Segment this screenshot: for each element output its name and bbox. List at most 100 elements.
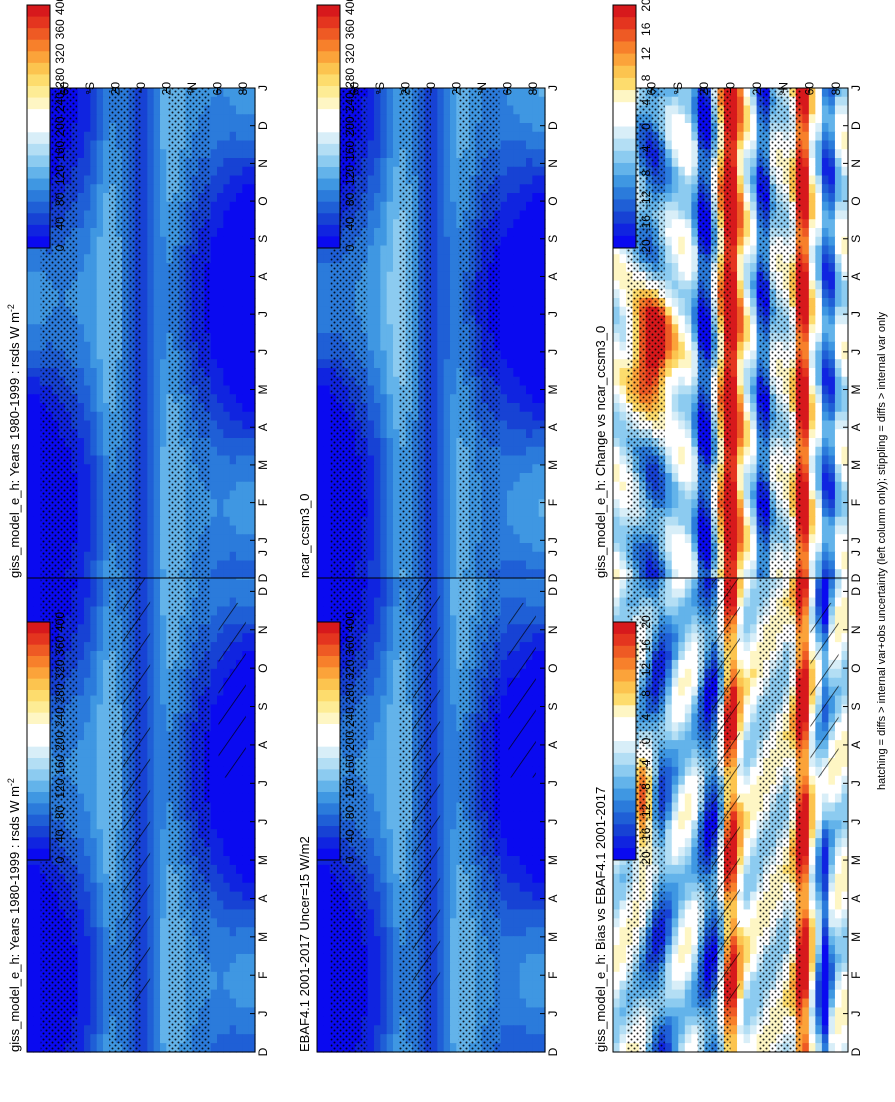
- heatmap-cell: [532, 945, 540, 955]
- heatmap-cell: [437, 962, 445, 973]
- heatmap-cell: [691, 624, 699, 634]
- heatmap-cell: [90, 793, 98, 804]
- heatmap-cell: [223, 579, 231, 590]
- heatmap-cell: [96, 820, 104, 830]
- colorbar-label-rotator: 80: [53, 805, 67, 819]
- heatmap-cell: [500, 909, 508, 919]
- month-label: S: [546, 703, 560, 711]
- heatmap-cell: [743, 588, 751, 599]
- month-label: J: [546, 819, 560, 825]
- heatmap-cell: [526, 936, 533, 946]
- heatmap-cell: [84, 606, 91, 616]
- heatmap-cell: [103, 651, 110, 661]
- heatmap-cell: [526, 588, 533, 599]
- heatmap-cell: [147, 847, 155, 857]
- heatmap-cell: [103, 731, 110, 741]
- heatmap-cell: [96, 936, 104, 946]
- heatmap-cell: [229, 802, 237, 813]
- heatmap-cell: [374, 731, 381, 741]
- heatmap-cell: [671, 606, 679, 616]
- heatmap-cell: [153, 1025, 161, 1035]
- heatmap-cell: [507, 980, 514, 991]
- heatmap-cell: [248, 722, 256, 732]
- heatmap-cell: [103, 713, 110, 723]
- heatmap-cell: [242, 829, 250, 839]
- heatmap-cell: [532, 882, 540, 893]
- heatmap-cell: [90, 606, 98, 616]
- heatmap-cell: [90, 829, 98, 839]
- heatmap-cell: [160, 695, 167, 706]
- heatmap-cell: [147, 820, 155, 830]
- heatmap-cell: [84, 784, 91, 795]
- heatmap-cell: [671, 659, 679, 670]
- heatmap-cell: [821, 597, 830, 608]
- heatmap-cell: [153, 615, 161, 625]
- heatmap-cell: [210, 927, 218, 937]
- heatmap-cell: [532, 597, 540, 608]
- heatmap-cell: [519, 936, 527, 946]
- heatmap-cell: [513, 864, 521, 875]
- heatmap-cell: [380, 1007, 388, 1017]
- heatmap-cell: [323, 998, 331, 1009]
- month-label: S: [256, 703, 270, 711]
- heatmap-cell: [374, 615, 381, 625]
- heatmap-cell: [84, 749, 91, 759]
- heatmap-cell: [437, 891, 445, 902]
- heatmap-cell: [450, 1007, 457, 1017]
- heatmap-cell: [802, 668, 810, 679]
- heatmap-cell: [248, 989, 256, 1000]
- heatmap-cell: [500, 900, 508, 911]
- heatmap-cell: [500, 873, 508, 884]
- heatmap-cell: [386, 624, 394, 634]
- heatmap-cell: [84, 651, 91, 661]
- colorbar-swatch: [317, 667, 340, 680]
- heatmap-cell: [450, 597, 457, 608]
- heatmap-cell: [27, 1034, 34, 1044]
- heatmap-cell: [450, 588, 457, 599]
- heatmap-cell: [223, 793, 231, 804]
- heatmap-cell: [367, 829, 375, 839]
- month-label: N: [546, 625, 560, 634]
- colorbar-tick-label: 320: [343, 659, 357, 679]
- month-label-rotator: J: [546, 819, 560, 825]
- heatmap-cell: [507, 891, 514, 902]
- heatmap-cell: [437, 615, 445, 625]
- heatmap-cell: [248, 686, 256, 697]
- heatmap-cell: [317, 873, 324, 884]
- heatmap-cell: [393, 659, 400, 670]
- month-label-rotator: J: [546, 780, 560, 786]
- heatmap-cell: [737, 624, 745, 634]
- heatmap-cell: [323, 909, 331, 919]
- heatmap-cell: [248, 633, 256, 643]
- heatmap-cell: [538, 677, 546, 688]
- heatmap-cell: [248, 829, 256, 839]
- heatmap-cell: [532, 989, 540, 1000]
- heatmap-cell: [393, 668, 400, 679]
- heatmap-cell: [519, 909, 527, 919]
- heatmap-cell: [367, 936, 375, 946]
- heatmap-cell: [147, 829, 155, 839]
- heatmap-cell: [437, 1025, 445, 1035]
- heatmap-cell: [443, 731, 451, 741]
- heatmap-cell: [513, 873, 521, 884]
- heatmap-cell: [153, 909, 161, 919]
- heatmap-cell: [393, 713, 400, 723]
- heatmap-cell: [519, 793, 527, 804]
- heatmap-cell: [77, 918, 85, 928]
- heatmap-cell: [500, 847, 508, 857]
- heatmap-cell: [323, 953, 331, 964]
- heatmap-cell: [236, 909, 243, 919]
- heatmap-cell: [33, 962, 41, 973]
- heatmap-cell: [802, 597, 810, 608]
- heatmap-cell: [160, 811, 167, 821]
- colorbar-frame: [26, 621, 51, 861]
- heatmap-cell: [317, 962, 324, 973]
- heatmap-cell: [367, 971, 375, 982]
- heatmap-cell: [217, 588, 224, 599]
- heatmap-cell: [90, 588, 98, 599]
- heatmap-cell: [77, 989, 85, 1000]
- heatmap-cell: [242, 1016, 250, 1026]
- heatmap-cell: [90, 936, 98, 946]
- heatmap-cell: [737, 677, 745, 688]
- heatmap-cell: [538, 1007, 546, 1017]
